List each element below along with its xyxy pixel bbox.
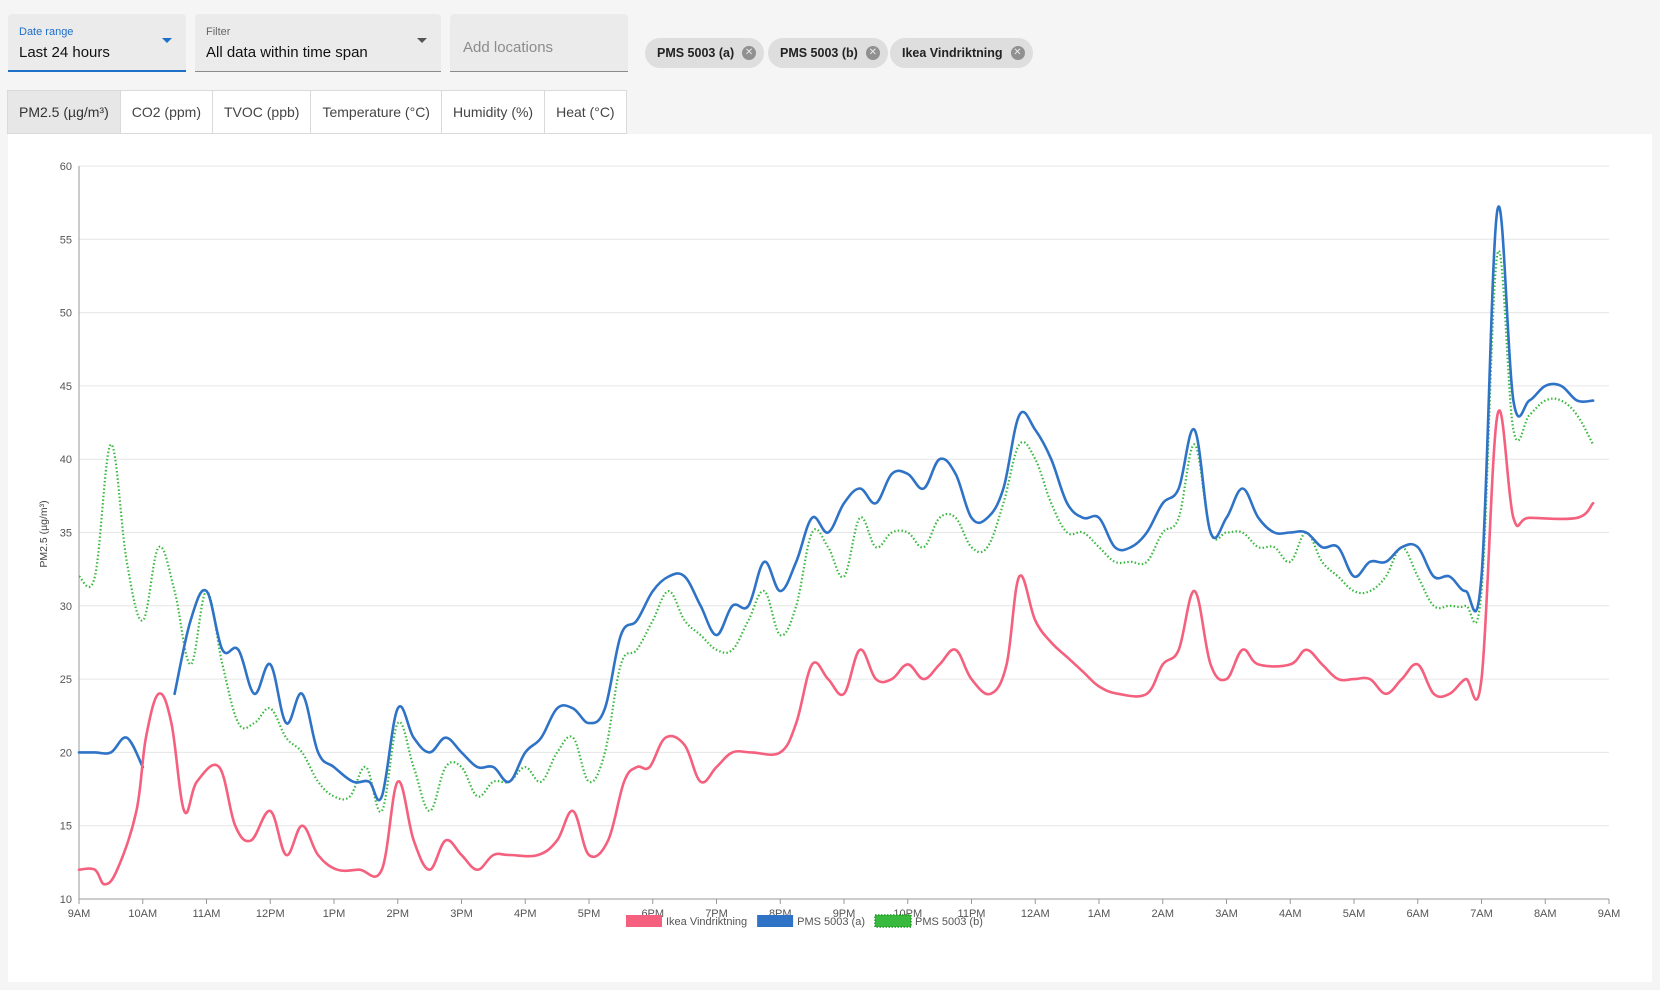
chip-label: Ikea Vindriktning <box>902 46 1003 60</box>
x-tick-label: 2AM <box>1151 908 1174 920</box>
location-chip: PMS 5003 (a) ✕ <box>645 38 765 68</box>
y-tick-label: 15 <box>60 821 72 833</box>
legend-label: PMS 5003 (b) <box>915 916 983 928</box>
x-tick-label: 3PM <box>450 908 473 920</box>
tab-temperature[interactable]: Temperature (°C) <box>310 90 442 134</box>
date-range-label: Date range <box>19 26 74 38</box>
x-tick-label: 4PM <box>514 908 537 920</box>
x-tick-label: 5PM <box>578 908 601 920</box>
x-tick-label: 7AM <box>1470 908 1493 920</box>
legend-swatch <box>874 914 912 928</box>
tab-tvoc[interactable]: TVOC (ppb) <box>211 90 312 134</box>
remove-chip-icon[interactable]: ✕ <box>865 46 880 60</box>
y-axis: 10 15 20 25 30 35 40 45 50 55 60 <box>60 161 72 906</box>
add-locations-input[interactable]: Add locations <box>450 14 628 72</box>
chart-legend: Ikea Vindriktning PMS 5003 (a) PMS 5003 (b… <box>626 914 983 928</box>
legend-swatch <box>626 915 662 927</box>
tab-co2[interactable]: CO2 (ppm) <box>119 90 213 134</box>
x-tick-label: 7PM <box>705 908 728 920</box>
location-chip: Ikea Vindriktning ✕ <box>890 38 1033 68</box>
legend-item[interactable]: Ikea Vindriktning <box>626 915 747 928</box>
remove-chip-icon[interactable]: ✕ <box>1010 46 1025 60</box>
filter-bar: Date range Last 24 hours Filter All data… <box>0 0 1660 80</box>
x-tick-label: 9AM <box>68 908 91 920</box>
pm25-line-chart: 10 15 20 25 30 35 40 45 50 55 60 9AM 10AM 11AM 12PM 1P… <box>38 161 1621 928</box>
x-tick-label: 9AM <box>1598 908 1621 920</box>
x-tick-label: 9PM <box>833 908 856 920</box>
x-tick-label: 2PM <box>386 908 409 920</box>
x-tick-label: 5AM <box>1343 908 1366 920</box>
x-tick-label: 12PM <box>256 908 285 920</box>
legend-swatch <box>757 915 794 927</box>
x-tick-label: 8AM <box>1534 908 1557 920</box>
x-tick-label: 11PM <box>958 908 986 920</box>
x-tick-label: 4AM <box>1279 908 1302 920</box>
y-tick-label: 10 <box>60 894 72 906</box>
x-tick-label: 1AM <box>1088 908 1111 920</box>
x-tick-label: 3AM <box>1215 908 1238 920</box>
chart-series <box>77 205 1595 886</box>
y-tick-label: 40 <box>60 454 72 466</box>
series-line-pms-5003-a <box>77 736 145 769</box>
y-tick-label: 35 <box>60 528 72 540</box>
filter-label: Filter <box>206 26 231 38</box>
chip-label: PMS 5003 (b) <box>780 46 858 60</box>
legend-item[interactable]: PMS 5003 (b) <box>874 914 983 928</box>
filter-value: All data within time span <box>206 44 368 61</box>
y-tick-label: 60 <box>60 161 72 173</box>
series-line-pms-5003-a <box>173 205 1595 802</box>
y-axis-label: PM2.5 (µg/m³) <box>38 500 50 567</box>
x-axis: 9AM 10AM 11AM 12PM 1PM 2PM 3PM 4PM 5PM 6PM 7PM 8PM 9… <box>68 899 1621 920</box>
date-range-value: Last 24 hours <box>19 44 110 61</box>
y-tick-label: 30 <box>60 601 72 613</box>
metric-tabs: PM2.5 (µg/m³) CO2 (ppm) TVOC (ppb) Tempe… <box>7 90 627 134</box>
tab-humidity[interactable]: Humidity (%) <box>440 90 546 134</box>
legend-label: PMS 5003 (a) <box>797 916 865 928</box>
y-tick-label: 25 <box>60 674 72 686</box>
x-tick-label: 11AM <box>193 908 221 920</box>
legend-item[interactable]: PMS 5003 (a) <box>757 915 865 928</box>
date-range-select[interactable]: Date range Last 24 hours <box>8 14 186 72</box>
legend-label: Ikea Vindriktning <box>666 916 747 928</box>
x-tick-label: 6AM <box>1406 908 1429 920</box>
chip-label: PMS 5003 (a) <box>657 46 735 60</box>
location-chip: PMS 5003 (b) ✕ <box>768 38 888 68</box>
y-tick-label: 45 <box>60 381 72 393</box>
y-tick-label: 20 <box>60 747 72 759</box>
caret-down-icon <box>162 38 172 43</box>
series-line-ikea-vindriktning <box>77 409 1595 886</box>
chart-panel: 10 15 20 25 30 35 40 45 50 55 60 9AM 10AM 11AM 12PM 1P… <box>8 134 1652 982</box>
add-locations-placeholder: Add locations <box>463 39 554 56</box>
remove-chip-icon[interactable]: ✕ <box>742 46 757 60</box>
y-tick-label: 55 <box>60 234 72 246</box>
tab-heat[interactable]: Heat (°C) <box>544 90 627 134</box>
y-tick-label: 50 <box>60 308 72 320</box>
caret-down-icon <box>417 38 427 43</box>
x-tick-label: 1PM <box>323 908 346 920</box>
series-line-pms-5003-b <box>77 249 1595 813</box>
x-tick-label: 12AM <box>1021 908 1050 920</box>
filter-select[interactable]: Filter All data within time span <box>195 14 441 72</box>
chart-grid <box>78 165 1609 900</box>
x-tick-label: 10AM <box>128 908 157 920</box>
tab-pm25[interactable]: PM2.5 (µg/m³) <box>7 90 121 134</box>
